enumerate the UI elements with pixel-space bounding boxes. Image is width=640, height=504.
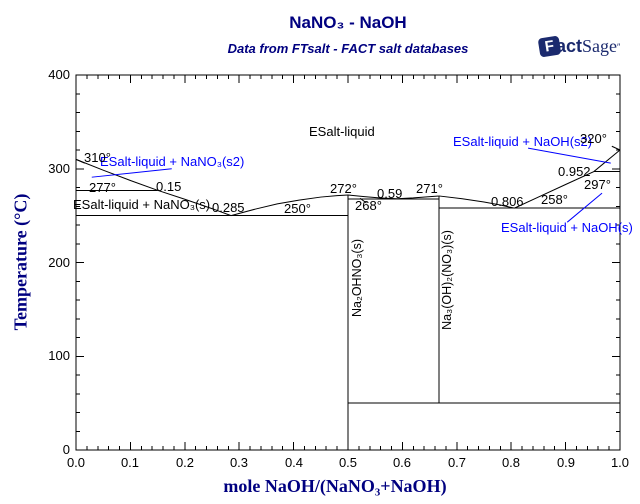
region-label-esalt-liquid: ESalt-liquid [309,124,375,139]
factsage-logo-icon: F [537,35,562,58]
point-label-272C: 272° [330,181,357,196]
point-label-277C: 277° [89,180,116,195]
region-label-nano3-s: ESalt-liquid + NaNO₃(s) [73,197,211,212]
point-label-258C: 258° [541,192,568,207]
page-subtitle: Data from FTsalt - FACT salt databases [227,41,469,56]
x-tick-label-0.9: 0.9 [556,455,576,470]
region-label-naoh-s: ESalt-liquid + NaOH(s) [501,220,633,235]
point-label-268C: 268° [355,198,382,213]
region-label-naoh-s2: ESalt-liquid + NaOH(s2) [453,134,593,149]
y-tick-label-100: 100 [48,348,70,363]
x-tick-label-0.8: 0.8 [501,455,521,470]
page-title: NaNO₃ - NaOH [289,13,407,32]
point-label-x0.59: 0.59 [377,186,403,201]
point-label-x0.806: 0.806 [491,194,524,209]
factsage-logo-text-bold: act [556,36,583,56]
x-tick-label-0.1: 0.1 [120,455,140,470]
y-tick-label-400: 400 [48,67,70,82]
factsage-logo-text-serif: Sage [582,36,618,56]
point-label-x0.952: 0.952 [558,164,591,179]
x-tick-label-0.3: 0.3 [229,455,249,470]
compound-label-na2ohno3: Na₂OHNO₃(s) [350,239,364,317]
x-tick-label-1.0: 1.0 [610,455,630,470]
x-tick-label-0.5: 0.5 [338,455,358,470]
point-label-310C: 310° [84,150,111,165]
x-tick-label-0.4: 0.4 [284,455,304,470]
x-tick-label-0.2: 0.2 [175,455,195,470]
compound-label-na3oh2no3: Na₃(OH)₂(NO₃)(s) [440,230,454,330]
y-tick-label-200: 200 [48,255,70,270]
point-label-x0.285: 0.285 [212,200,245,215]
y-tick-label-300: 300 [48,161,70,176]
x-axis-label: mole NaOH/(NaNO₃+NaOH) [223,476,447,496]
point-label-x0.15: 0.15 [156,179,182,194]
y-tick-label-0: 0 [62,442,70,457]
point-label-320C: 320° [580,131,607,146]
point-label-250C: 250° [284,201,311,216]
x-tick-label-0.6: 0.6 [392,455,412,470]
point-label-271C: 271° [416,181,443,196]
trademark-icon: ″ [617,41,621,52]
x-tick-label-0.7: 0.7 [447,455,467,470]
x-tick-label-0.0: 0.0 [66,455,86,470]
point-label-297C: 297° [584,177,611,192]
region-label-nano3-s2: ESalt-liquid + NaNO₃(s2) [100,154,245,169]
